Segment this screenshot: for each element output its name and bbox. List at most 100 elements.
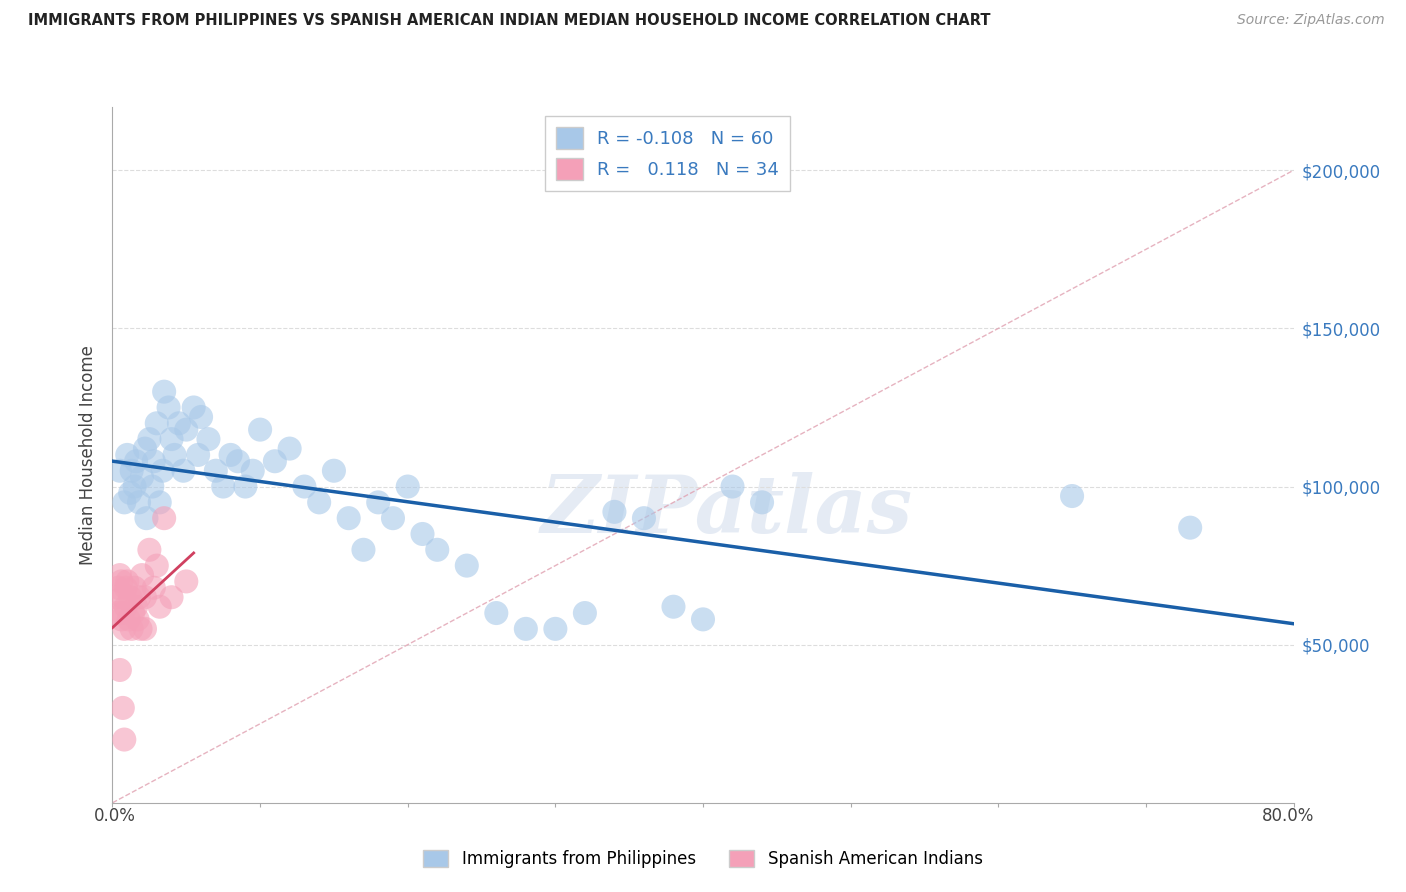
Point bbox=[574, 606, 596, 620]
Point bbox=[396, 479, 419, 493]
Point bbox=[1062, 489, 1084, 503]
Point bbox=[125, 454, 148, 468]
Y-axis label: Median Household Income: Median Household Income bbox=[79, 345, 97, 565]
Point bbox=[149, 599, 172, 614]
Point bbox=[721, 479, 744, 493]
Point bbox=[124, 479, 146, 493]
Point bbox=[121, 622, 143, 636]
Point bbox=[125, 599, 148, 614]
Point bbox=[131, 568, 153, 582]
Point bbox=[141, 479, 163, 493]
Point bbox=[107, 581, 129, 595]
Point bbox=[367, 495, 389, 509]
Point bbox=[110, 612, 132, 626]
Point bbox=[124, 581, 146, 595]
Point bbox=[121, 464, 143, 478]
Point bbox=[138, 432, 160, 446]
Point bbox=[114, 599, 136, 614]
Point bbox=[183, 401, 205, 415]
Point bbox=[138, 542, 160, 557]
Point bbox=[153, 511, 176, 525]
Point bbox=[111, 591, 134, 605]
Point bbox=[112, 495, 135, 509]
Point bbox=[174, 574, 197, 589]
Point bbox=[167, 417, 190, 431]
Point bbox=[456, 558, 478, 573]
Point bbox=[127, 612, 149, 626]
Point bbox=[382, 511, 405, 525]
Point bbox=[292, 479, 315, 493]
Point bbox=[111, 606, 134, 620]
Point bbox=[692, 612, 714, 626]
Point bbox=[129, 622, 152, 636]
Point bbox=[152, 464, 174, 478]
Point bbox=[662, 599, 685, 614]
Point bbox=[105, 606, 128, 620]
Point bbox=[544, 622, 567, 636]
Point bbox=[278, 442, 301, 456]
Point bbox=[249, 423, 271, 437]
Point bbox=[117, 448, 138, 462]
Point bbox=[110, 574, 132, 589]
Point bbox=[112, 732, 135, 747]
Text: IMMIGRANTS FROM PHILIPPINES VS SPANISH AMERICAN INDIAN MEDIAN HOUSEHOLD INCOME C: IMMIGRANTS FROM PHILIPPINES VS SPANISH A… bbox=[28, 13, 991, 29]
Point bbox=[1178, 521, 1201, 535]
Point bbox=[114, 581, 136, 595]
Point bbox=[226, 454, 249, 468]
Point bbox=[112, 622, 135, 636]
Point bbox=[603, 505, 626, 519]
Point bbox=[104, 591, 127, 605]
Text: 80.0%: 80.0% bbox=[1261, 807, 1315, 825]
Point bbox=[146, 558, 169, 573]
Point bbox=[134, 442, 156, 456]
Point bbox=[205, 464, 228, 478]
Point bbox=[352, 542, 374, 557]
Point bbox=[633, 511, 655, 525]
Point bbox=[120, 486, 142, 500]
Point bbox=[131, 470, 153, 484]
Point bbox=[174, 423, 197, 437]
Point bbox=[117, 574, 138, 589]
Point bbox=[233, 479, 256, 493]
Point bbox=[197, 432, 219, 446]
Point bbox=[212, 479, 235, 493]
Point bbox=[122, 606, 145, 620]
Point bbox=[323, 464, 346, 478]
Point bbox=[128, 591, 150, 605]
Point bbox=[187, 448, 209, 462]
Point bbox=[108, 464, 131, 478]
Point bbox=[153, 384, 176, 399]
Point bbox=[142, 454, 165, 468]
Point bbox=[190, 409, 212, 424]
Point bbox=[108, 663, 131, 677]
Point bbox=[142, 581, 165, 595]
Point bbox=[485, 606, 508, 620]
Point bbox=[515, 622, 537, 636]
Point bbox=[146, 417, 169, 431]
Text: ZIPatlas: ZIPatlas bbox=[540, 472, 912, 549]
Point bbox=[160, 432, 183, 446]
Point bbox=[120, 591, 142, 605]
Point bbox=[219, 448, 242, 462]
Point bbox=[264, 454, 287, 468]
Point bbox=[134, 622, 156, 636]
Text: 0.0%: 0.0% bbox=[94, 807, 136, 825]
Legend: Immigrants from Philippines, Spanish American Indians: Immigrants from Philippines, Spanish Ame… bbox=[416, 843, 990, 875]
Point bbox=[411, 527, 433, 541]
Point bbox=[163, 448, 186, 462]
Legend: R = -0.108   N = 60, R =   0.118   N = 34: R = -0.108 N = 60, R = 0.118 N = 34 bbox=[546, 116, 790, 191]
Point bbox=[108, 568, 131, 582]
Text: Source: ZipAtlas.com: Source: ZipAtlas.com bbox=[1237, 13, 1385, 28]
Point bbox=[135, 511, 157, 525]
Point bbox=[149, 495, 172, 509]
Point bbox=[160, 591, 183, 605]
Point bbox=[118, 612, 141, 626]
Point bbox=[157, 401, 180, 415]
Point bbox=[337, 511, 360, 525]
Point bbox=[242, 464, 264, 478]
Point bbox=[134, 591, 156, 605]
Point bbox=[128, 495, 150, 509]
Point bbox=[111, 701, 134, 715]
Point bbox=[308, 495, 330, 509]
Point bbox=[172, 464, 194, 478]
